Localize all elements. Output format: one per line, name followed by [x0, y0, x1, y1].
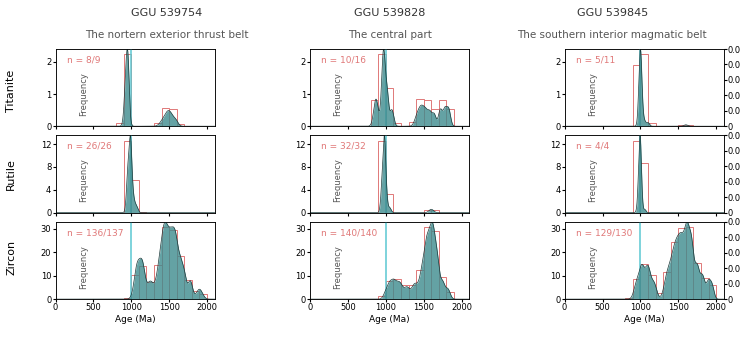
Text: GGU 539754: GGU 539754 — [131, 8, 203, 19]
Text: Frequency: Frequency — [79, 72, 88, 116]
Bar — [386, 194, 394, 213]
Text: Frequency: Frequency — [334, 72, 343, 116]
Bar — [394, 123, 401, 126]
Bar — [386, 281, 394, 299]
Bar — [161, 108, 169, 126]
Bar — [408, 122, 416, 126]
Bar — [439, 100, 446, 126]
Text: n = 136/137: n = 136/137 — [67, 228, 123, 237]
X-axis label: Age (Ma): Age (Ma) — [624, 315, 665, 324]
Bar — [154, 123, 161, 126]
Text: GGU 539845: GGU 539845 — [576, 8, 648, 19]
Text: Frequency: Frequency — [588, 158, 597, 202]
Text: n = 10/16: n = 10/16 — [321, 55, 366, 64]
Bar — [169, 230, 177, 299]
Text: Frequency: Frequency — [588, 245, 597, 289]
Bar — [424, 210, 431, 213]
Bar — [139, 212, 147, 213]
Bar — [424, 100, 431, 126]
Bar — [640, 163, 648, 213]
Bar — [648, 123, 656, 126]
Text: Rutile: Rutile — [6, 158, 16, 190]
Bar — [679, 228, 686, 299]
Text: Zircon: Zircon — [6, 240, 16, 275]
Text: n = 26/26: n = 26/26 — [67, 142, 112, 151]
Bar — [640, 264, 648, 299]
Bar — [139, 266, 147, 299]
Bar — [378, 54, 386, 126]
Bar — [656, 293, 663, 299]
Text: Frequency: Frequency — [334, 245, 343, 289]
Bar — [640, 54, 648, 126]
X-axis label: Age (Ma): Age (Ma) — [115, 315, 155, 324]
Bar — [131, 275, 139, 299]
Bar — [416, 270, 424, 299]
Bar — [709, 285, 716, 299]
Bar — [161, 227, 169, 299]
Bar — [154, 265, 161, 299]
Bar — [431, 231, 439, 299]
Bar — [394, 279, 401, 299]
Text: n = 4/4: n = 4/4 — [576, 142, 609, 151]
Bar — [169, 109, 177, 126]
Text: Frequency: Frequency — [334, 158, 343, 202]
Bar — [378, 141, 386, 213]
Bar — [446, 292, 454, 299]
Bar — [633, 65, 640, 126]
Text: Frequency: Frequency — [588, 72, 597, 116]
Bar — [431, 109, 439, 126]
Bar — [693, 263, 701, 299]
Bar — [177, 124, 184, 126]
Bar — [670, 242, 679, 299]
Bar — [431, 210, 439, 213]
Bar — [401, 285, 408, 299]
Text: n = 129/130: n = 129/130 — [576, 228, 632, 237]
Bar — [446, 109, 454, 126]
Bar — [701, 278, 709, 299]
Bar — [378, 296, 386, 299]
Bar — [633, 141, 640, 213]
Bar — [686, 125, 693, 126]
Text: n = 140/140: n = 140/140 — [321, 228, 377, 237]
Bar — [147, 282, 154, 299]
Text: Titanite: Titanite — [6, 70, 16, 112]
Text: The central part: The central part — [348, 30, 431, 41]
Bar — [679, 125, 686, 126]
Bar — [371, 100, 378, 126]
Bar — [184, 281, 192, 299]
Text: The nortern exterior thrust belt: The nortern exterior thrust belt — [85, 30, 249, 41]
Bar — [686, 227, 693, 299]
Bar — [131, 180, 139, 213]
Bar — [416, 98, 424, 126]
Bar — [177, 257, 184, 299]
Bar — [439, 277, 446, 299]
Bar — [625, 298, 633, 299]
Text: n = 8/9: n = 8/9 — [67, 55, 100, 64]
Bar — [124, 298, 131, 299]
Text: n = 5/11: n = 5/11 — [576, 55, 615, 64]
Bar — [663, 272, 670, 299]
Text: Frequency: Frequency — [79, 245, 88, 289]
Text: Frequency: Frequency — [79, 158, 88, 202]
Bar — [633, 279, 640, 299]
Bar — [124, 141, 131, 213]
Bar — [192, 291, 200, 299]
Bar — [116, 123, 124, 126]
Text: GGU 539828: GGU 539828 — [354, 8, 425, 19]
Bar — [386, 89, 394, 126]
Bar — [124, 54, 131, 126]
Text: n = 32/32: n = 32/32 — [321, 142, 366, 151]
Bar — [648, 275, 656, 299]
Bar — [408, 285, 416, 299]
Bar — [200, 294, 207, 299]
Bar — [424, 227, 431, 299]
X-axis label: Age (Ma): Age (Ma) — [369, 315, 410, 324]
Text: The southern interior magmatic belt: The southern interior magmatic belt — [517, 30, 707, 41]
